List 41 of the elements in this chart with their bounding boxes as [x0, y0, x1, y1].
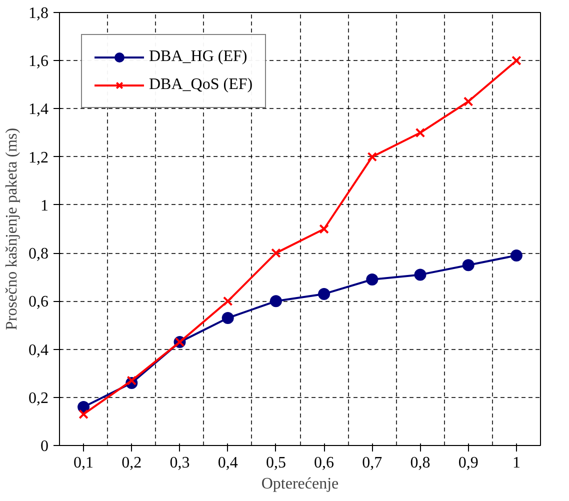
- x-tick-label: 0,2: [122, 454, 142, 472]
- point: [222, 296, 233, 306]
- y-axis-title: Prosečno kašnjenje paketa (ms): [4, 128, 20, 330]
- y-tick-label: 0,4: [28, 342, 48, 359]
- point: [463, 96, 474, 106]
- point: [270, 295, 282, 308]
- y-tick-label: 1,6: [28, 53, 48, 70]
- point: [510, 249, 522, 262]
- y-tick-label: 0,2: [28, 390, 48, 407]
- y-tick-label: 1,8: [28, 5, 48, 22]
- x-tick-label: 0,7: [362, 454, 382, 472]
- y-tick-label: 0,6: [28, 294, 48, 311]
- point: [366, 274, 378, 286]
- legend-label: DBA_HG (EF): [149, 48, 248, 66]
- point: [414, 268, 426, 281]
- x-tick-label: 0,6: [314, 454, 334, 472]
- point: [271, 248, 281, 258]
- legend-label: DBA_QoS (EF): [149, 76, 253, 94]
- point: [512, 56, 522, 66]
- x-axis-title: Opterećenje: [261, 476, 339, 492]
- x-tick-label: 0,9: [458, 454, 478, 472]
- x-tick-label: 0,4: [218, 454, 238, 472]
- point: [319, 224, 329, 234]
- point: [222, 312, 234, 324]
- x-tick-label: 1: [512, 454, 520, 472]
- point: [78, 409, 88, 420]
- y-tick-label: 1,4: [28, 101, 48, 118]
- x-tick-label: 0,1: [74, 454, 94, 472]
- point: [318, 288, 330, 300]
- x-tick-label: 0,8: [410, 454, 430, 472]
- y-tick-label: 0,8: [28, 246, 48, 263]
- y-tick-label: 1: [40, 197, 48, 214]
- point: [367, 152, 378, 162]
- x-tick-label: 0,3: [170, 454, 190, 472]
- point: [415, 128, 426, 138]
- point: [462, 259, 474, 272]
- y-tick-label: 1,2: [28, 149, 48, 166]
- point: [78, 401, 90, 413]
- point: [126, 376, 137, 386]
- x-tick-label: 0,5: [266, 454, 286, 472]
- y-tick-label: 0: [40, 438, 48, 455]
